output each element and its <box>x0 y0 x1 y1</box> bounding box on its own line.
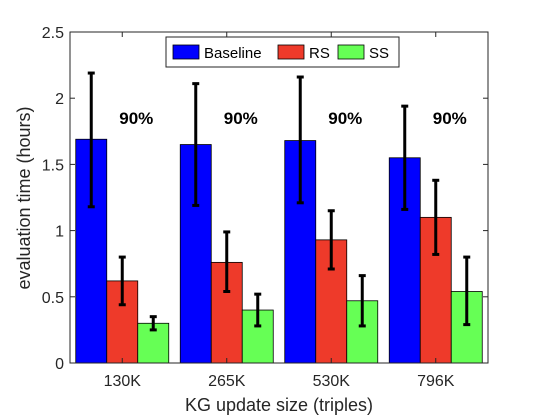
x-tick-label: 796K <box>417 373 455 390</box>
x-tick-label: 130K <box>104 373 142 390</box>
y-tick-label: 2 <box>55 91 64 108</box>
annotation-265k: 90% <box>224 109 258 128</box>
axes-box <box>69 31 489 364</box>
legend-swatch-ss <box>337 44 365 60</box>
legend-swatch-rs <box>277 44 305 60</box>
y-tick-label: 1.5 <box>42 157 64 174</box>
y-tick-label: 0 <box>55 356 64 373</box>
y-axis-title: evaluation time (hours) <box>14 106 34 289</box>
annotation-530k: 90% <box>328 109 362 128</box>
annotation-796k: 90% <box>433 109 467 128</box>
y-tick-label: 2.5 <box>42 25 64 42</box>
error-bars-group <box>87 71 471 332</box>
legend-label-rs: RS <box>309 45 330 62</box>
x-tick-label: 265K <box>208 373 246 390</box>
annotation-130k: 90% <box>119 109 153 128</box>
x-axis-title: KG update size (triples) <box>185 395 373 415</box>
axes-group: 0 0.5 1 1.5 2 2.5 130K 265K 530K 796K <box>42 25 489 390</box>
y-tick-label: 0.5 <box>42 290 64 307</box>
legend: Baseline RS SS <box>165 36 400 68</box>
legend-label-baseline: Baseline <box>204 45 262 62</box>
annotations-group: 90% 90% 90% 90% <box>119 109 467 128</box>
x-tick-label: 530K <box>313 373 351 390</box>
y-tick-label: 1 <box>55 224 64 241</box>
legend-label-ss: SS <box>369 45 389 62</box>
legend-swatch-baseline <box>172 44 200 60</box>
